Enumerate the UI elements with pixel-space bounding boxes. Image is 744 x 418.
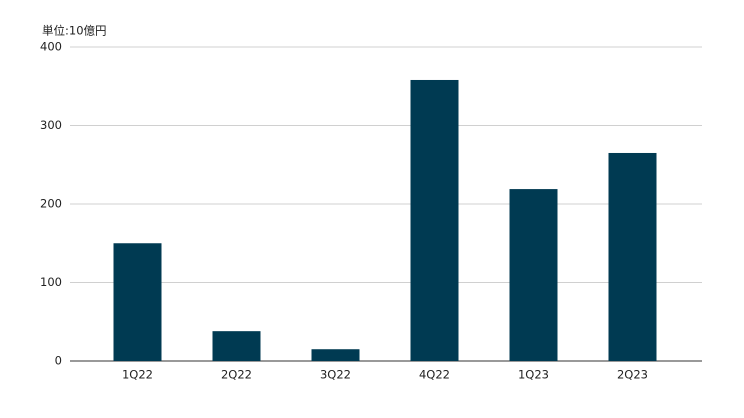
y-tick-label: 400 bbox=[40, 40, 62, 54]
bar bbox=[410, 79, 459, 361]
y-tick-label: 0 bbox=[55, 354, 62, 368]
x-tick-label: 1Q22 bbox=[122, 368, 153, 382]
x-tick-label: 1Q23 bbox=[518, 368, 549, 382]
x-tick-label: 3Q22 bbox=[320, 368, 351, 382]
bar bbox=[212, 331, 261, 361]
y-tick-label: 100 bbox=[40, 275, 62, 289]
x-tick-label: 4Q22 bbox=[419, 368, 450, 382]
unit-label: 単位:10億円 bbox=[42, 24, 107, 38]
y-tick-label: 300 bbox=[40, 118, 62, 132]
x-tick-label: 2Q22 bbox=[221, 368, 252, 382]
y-tick-label: 200 bbox=[40, 197, 62, 211]
x-tick-label: 2Q23 bbox=[617, 368, 648, 382]
bar bbox=[509, 189, 558, 361]
bar bbox=[311, 349, 360, 361]
bar bbox=[113, 243, 162, 361]
bar bbox=[608, 152, 657, 361]
